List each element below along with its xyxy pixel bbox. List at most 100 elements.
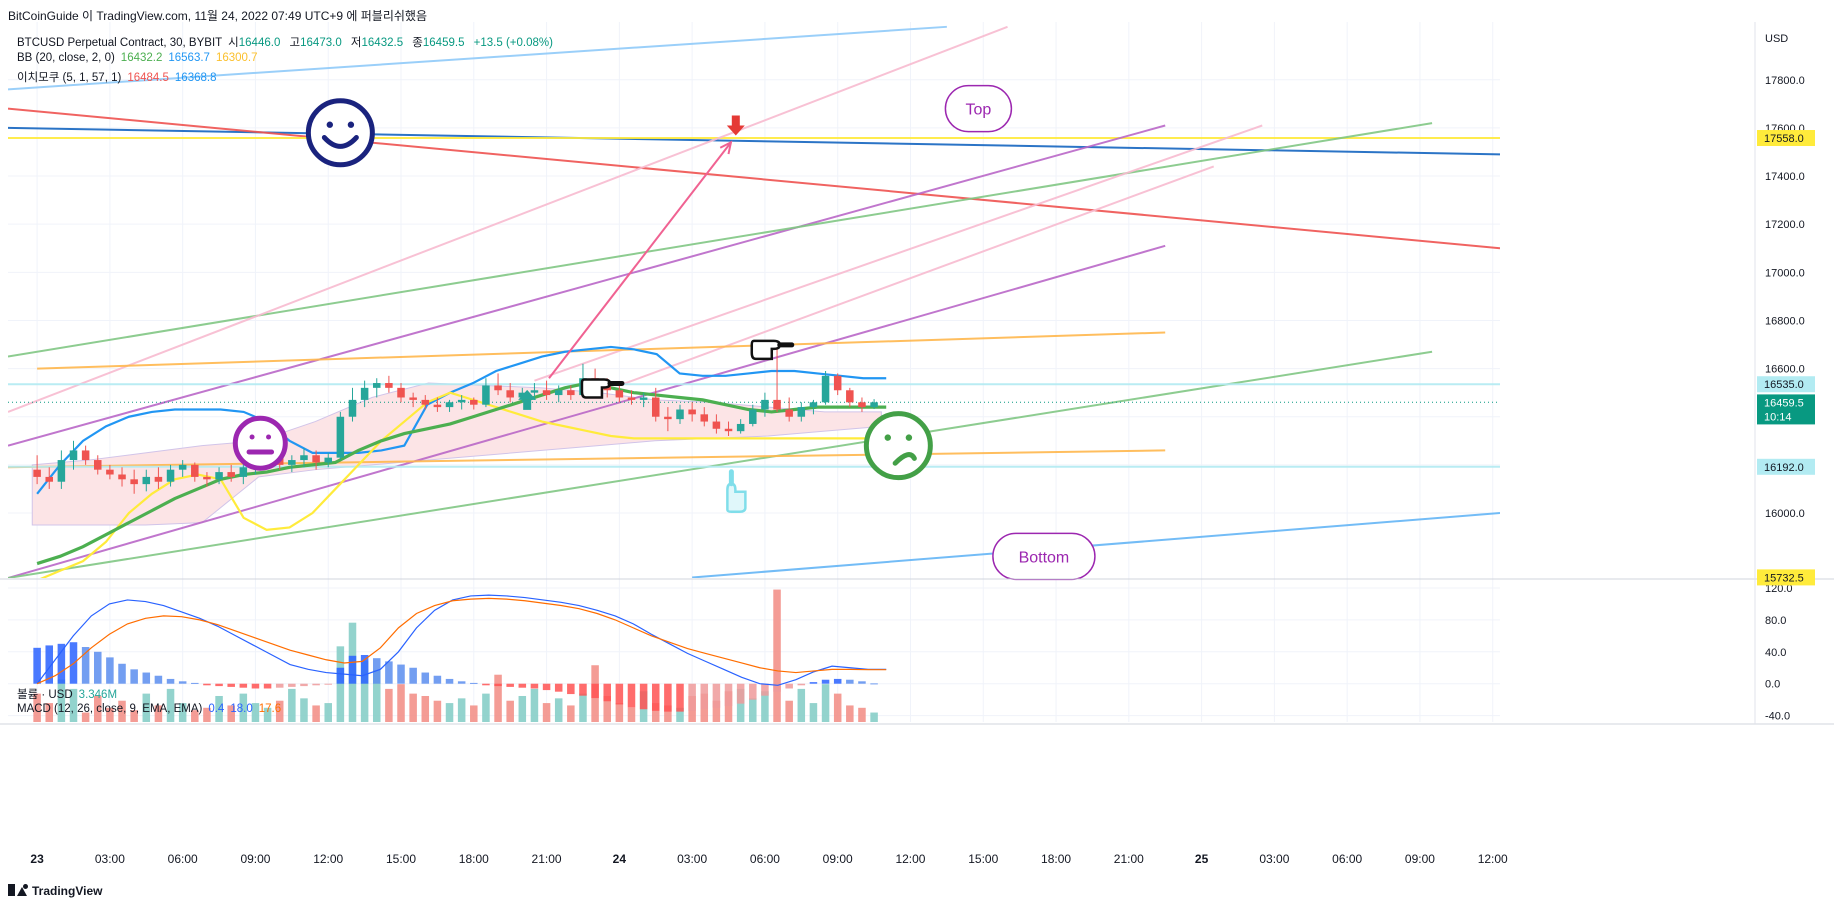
macd-histogram-bar [312,683,320,686]
macd-histogram-bar [142,672,151,684]
candle-body [833,375,842,391]
macd-histogram-bar [154,675,163,684]
bb-upper-line [36,345,887,495]
macd-histogram-bar [554,683,563,692]
price-tick-label: 17000.0 [1765,267,1805,279]
macd-histogram-bar [433,675,442,684]
volume-bar [433,700,442,722]
time-tick-label: 09:00 [1405,852,1435,866]
histogram-value: 17.6 [258,703,282,715]
volume-bar [518,695,527,722]
tradingview-icon [8,884,28,896]
volume-bar [397,684,405,722]
macd-histogram-bar [664,683,672,712]
trend-line [8,122,1433,358]
time-tick-label: 12:00 [895,852,925,866]
ohlc-high: 고16473.0 [289,37,342,49]
macd-histogram-bar [870,683,878,685]
candle-body [554,390,563,396]
tradingview-logo[interactable]: TradingView [8,884,102,898]
price-badge-value: 16459.5 [1764,397,1804,409]
macd-histogram-bar [360,654,369,684]
trend-line [534,124,1263,382]
candle-body [809,402,818,408]
confused-smiley-icon-eye [884,434,891,441]
macd-histogram-bar [785,683,793,689]
candle-body [166,469,175,482]
candle-body [239,467,248,477]
volume-bar [615,703,624,722]
price-tick-label: 16800.0 [1765,315,1805,327]
macd-histogram-bar [579,683,587,696]
price-badge-box [1757,569,1815,586]
time-tick-label: 12:00 [1478,852,1508,866]
price-badge: 16192.0 [1757,458,1815,475]
price-badge-countdown: 10:14 [1764,411,1792,423]
candle-body [651,397,660,417]
price-badge: 15732.5 [1757,569,1815,586]
candle-body [33,469,41,477]
neutral-smiley-icon-eye [266,434,272,440]
trend-line [8,126,1500,156]
candle-body [397,387,405,398]
candle-body [324,457,332,463]
price-tick-label: 17400.0 [1765,171,1805,183]
candle-body [821,375,830,403]
macd-histogram-bar [712,683,721,708]
price-badge: 17558.0 [1757,130,1815,147]
volume-bar [385,688,393,722]
candle-body [142,476,151,485]
volume-bar [81,712,90,722]
macd-histogram-bar [858,681,866,684]
volume-bar [94,695,102,722]
macd-histogram-bar [348,655,357,684]
down-arrow-icon-stem [731,115,740,126]
candle-body [372,383,381,388]
volume-bar [736,688,745,722]
candle-body [615,390,624,398]
trend-arrow-line [548,141,732,379]
ohlc-open: 시16446.0 [228,37,281,49]
trend-line [8,350,1433,578]
volume-bar [712,700,721,722]
time-tick-label: 12:00 [313,852,343,866]
price-tick-label: 17800.0 [1765,75,1805,87]
candle-body [870,402,878,408]
macd-histogram-bar [251,683,260,689]
candle-body [797,407,806,417]
volume-bar [761,691,769,722]
macd-histogram-bar [724,683,733,707]
ichimoku-value-2: 16368.8 [174,72,217,84]
symbol-label: BTCUSD Perpetual Contract, 30, BYBIT [17,37,223,49]
volume-legend: 볼륨 · USD 3.346M [17,686,123,702]
trend-line [8,107,1500,250]
macd-histogram-bar [736,683,745,704]
time-tick-label: 24 [613,852,627,866]
candle-body [785,409,793,417]
volume-bar [203,707,211,722]
macd-histogram-bar [627,683,636,708]
volume-bar [785,700,793,722]
volume-bar [664,705,672,722]
candle-body [178,464,187,470]
price-change: +13.5 (+0.08%) [473,37,553,49]
time-tick-label: 25 [1195,852,1209,866]
volume-bar [858,707,866,722]
time-tick-label: 15:00 [386,852,416,866]
macd-histogram-bar [773,683,781,692]
candle-body [506,390,514,398]
candle-body [494,385,502,391]
signal-value: 18.0 [230,703,253,715]
candle-body [761,399,769,410]
volume-bar [263,707,272,722]
macd-histogram-bar [530,683,539,689]
pointing-up-hand-icon-shape [726,482,747,514]
volume-bar [57,679,66,722]
candle-body [724,428,733,432]
macd-histogram-bar [191,682,199,684]
trend-line [8,25,947,91]
candle-body [360,387,369,400]
candle-body [846,390,854,403]
candle-body [336,416,345,458]
